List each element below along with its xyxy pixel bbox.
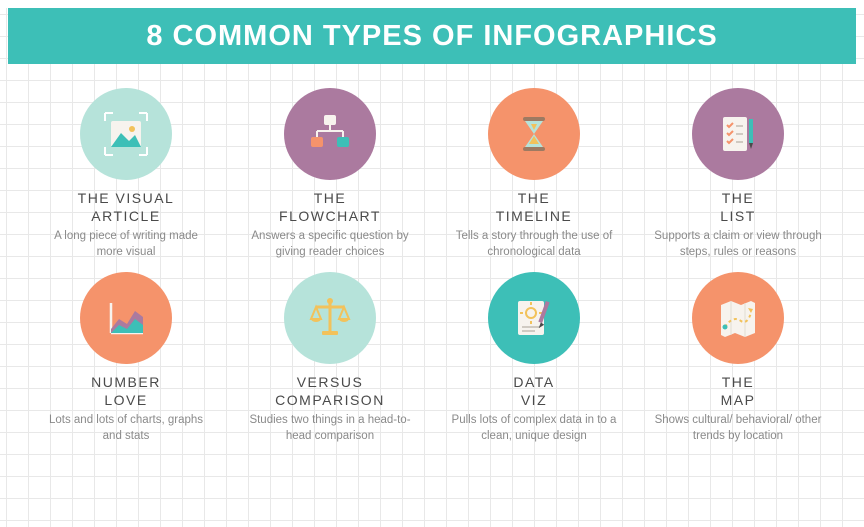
card-list: THE LIST Supports a claim or view throug… — [636, 88, 840, 260]
card-desc: Answers a specific question by giving re… — [245, 229, 415, 260]
card-title: THE FLOWCHART — [279, 190, 381, 225]
card-versus: VERSUS COMPARISON Studies two things in … — [228, 272, 432, 444]
card-desc: Shows cultural/ behavioral/ other trends… — [653, 413, 823, 444]
picture-icon — [80, 88, 172, 180]
card-desc: Studies two things in a head-to-head com… — [245, 413, 415, 444]
card-desc: A long piece of writing made more visual — [41, 229, 211, 260]
map-icon — [692, 272, 784, 364]
card-dataviz: DATA VIZ Pulls lots of complex data in t… — [432, 272, 636, 444]
card-title: THE TIMELINE — [496, 190, 573, 225]
checklist-icon — [692, 88, 784, 180]
card-desc: Lots and lots of charts, graphs and stat… — [41, 413, 211, 444]
card-desc: Supports a claim or view through steps, … — [653, 229, 823, 260]
card-title: VERSUS COMPARISON — [275, 374, 385, 409]
page-header: 8 COMMON TYPES OF INFOGRAPHICS — [8, 8, 856, 64]
card-desc: Tells a story through the use of chronol… — [449, 229, 619, 260]
hourglass-icon — [488, 88, 580, 180]
dataviz-icon — [488, 272, 580, 364]
card-desc: Pulls lots of complex data in to a clean… — [449, 413, 619, 444]
card-title: THE LIST — [720, 190, 756, 225]
card-grid: THE VISUAL ARTICLE A long piece of writi… — [0, 88, 864, 444]
card-flowchart: THE FLOWCHART Answers a specific questio… — [228, 88, 432, 260]
card-title: THE VISUAL ARTICLE — [78, 190, 175, 225]
page-title: 8 COMMON TYPES OF INFOGRAPHICS — [146, 20, 717, 53]
areachart-icon — [80, 272, 172, 364]
card-title: DATA VIZ — [513, 374, 554, 409]
card-timeline: THE TIMELINE Tells a story through the u… — [432, 88, 636, 260]
card-title: NUMBER LOVE — [91, 374, 161, 409]
scales-icon — [284, 272, 376, 364]
flowchart-icon — [284, 88, 376, 180]
card-map: THE MAP Shows cultural/ behavioral/ othe… — [636, 272, 840, 444]
card-title: THE MAP — [721, 374, 756, 409]
card-visual-article: THE VISUAL ARTICLE A long piece of writi… — [24, 88, 228, 260]
card-number-love: NUMBER LOVE Lots and lots of charts, gra… — [24, 272, 228, 444]
